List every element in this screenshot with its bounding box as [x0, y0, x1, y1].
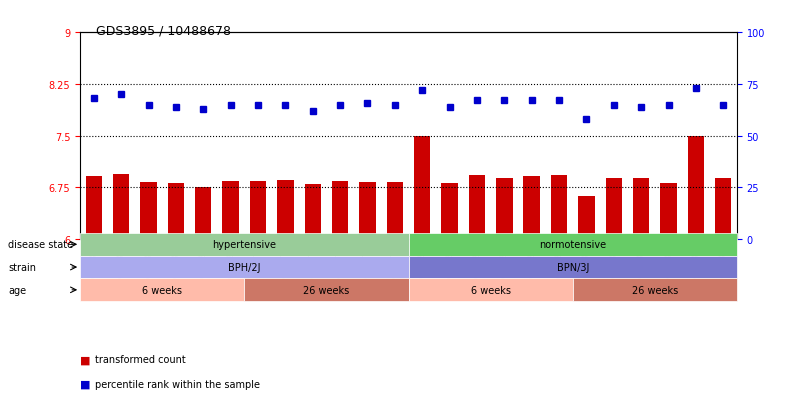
- Bar: [551, 176, 567, 240]
- Text: 6 weeks: 6 weeks: [471, 285, 510, 295]
- Bar: [195, 187, 211, 240]
- Bar: [250, 182, 266, 240]
- Bar: [715, 179, 731, 240]
- Bar: [86, 176, 102, 240]
- Text: percentile rank within the sample: percentile rank within the sample: [95, 379, 260, 389]
- Text: transformed count: transformed count: [95, 354, 185, 364]
- Text: strain: strain: [8, 262, 36, 273]
- Bar: [496, 179, 513, 240]
- Bar: [578, 196, 594, 240]
- Text: disease state: disease state: [8, 240, 73, 250]
- Bar: [167, 184, 184, 240]
- Text: normotensive: normotensive: [539, 240, 606, 250]
- Text: age: age: [8, 285, 26, 295]
- Bar: [387, 183, 403, 240]
- Text: hypertensive: hypertensive: [212, 240, 276, 250]
- Bar: [524, 176, 540, 240]
- Bar: [469, 176, 485, 240]
- Bar: [277, 181, 294, 240]
- Text: 26 weeks: 26 weeks: [632, 285, 678, 295]
- Bar: [687, 136, 704, 240]
- Bar: [606, 179, 622, 240]
- Text: GDS3895 / 10488678: GDS3895 / 10488678: [96, 25, 231, 38]
- Bar: [660, 184, 677, 240]
- Text: BPH/2J: BPH/2J: [228, 262, 260, 273]
- Bar: [441, 183, 457, 240]
- Bar: [113, 174, 130, 240]
- Text: 26 weeks: 26 weeks: [304, 285, 349, 295]
- Bar: [414, 136, 430, 240]
- Text: BPN/3J: BPN/3J: [557, 262, 589, 273]
- Bar: [359, 183, 376, 240]
- Bar: [140, 183, 157, 240]
- Bar: [223, 182, 239, 240]
- Text: 6 weeks: 6 weeks: [143, 285, 182, 295]
- Bar: [633, 179, 650, 240]
- Bar: [332, 182, 348, 240]
- Bar: [304, 185, 321, 240]
- Text: ■: ■: [80, 354, 91, 364]
- Text: ■: ■: [80, 379, 91, 389]
